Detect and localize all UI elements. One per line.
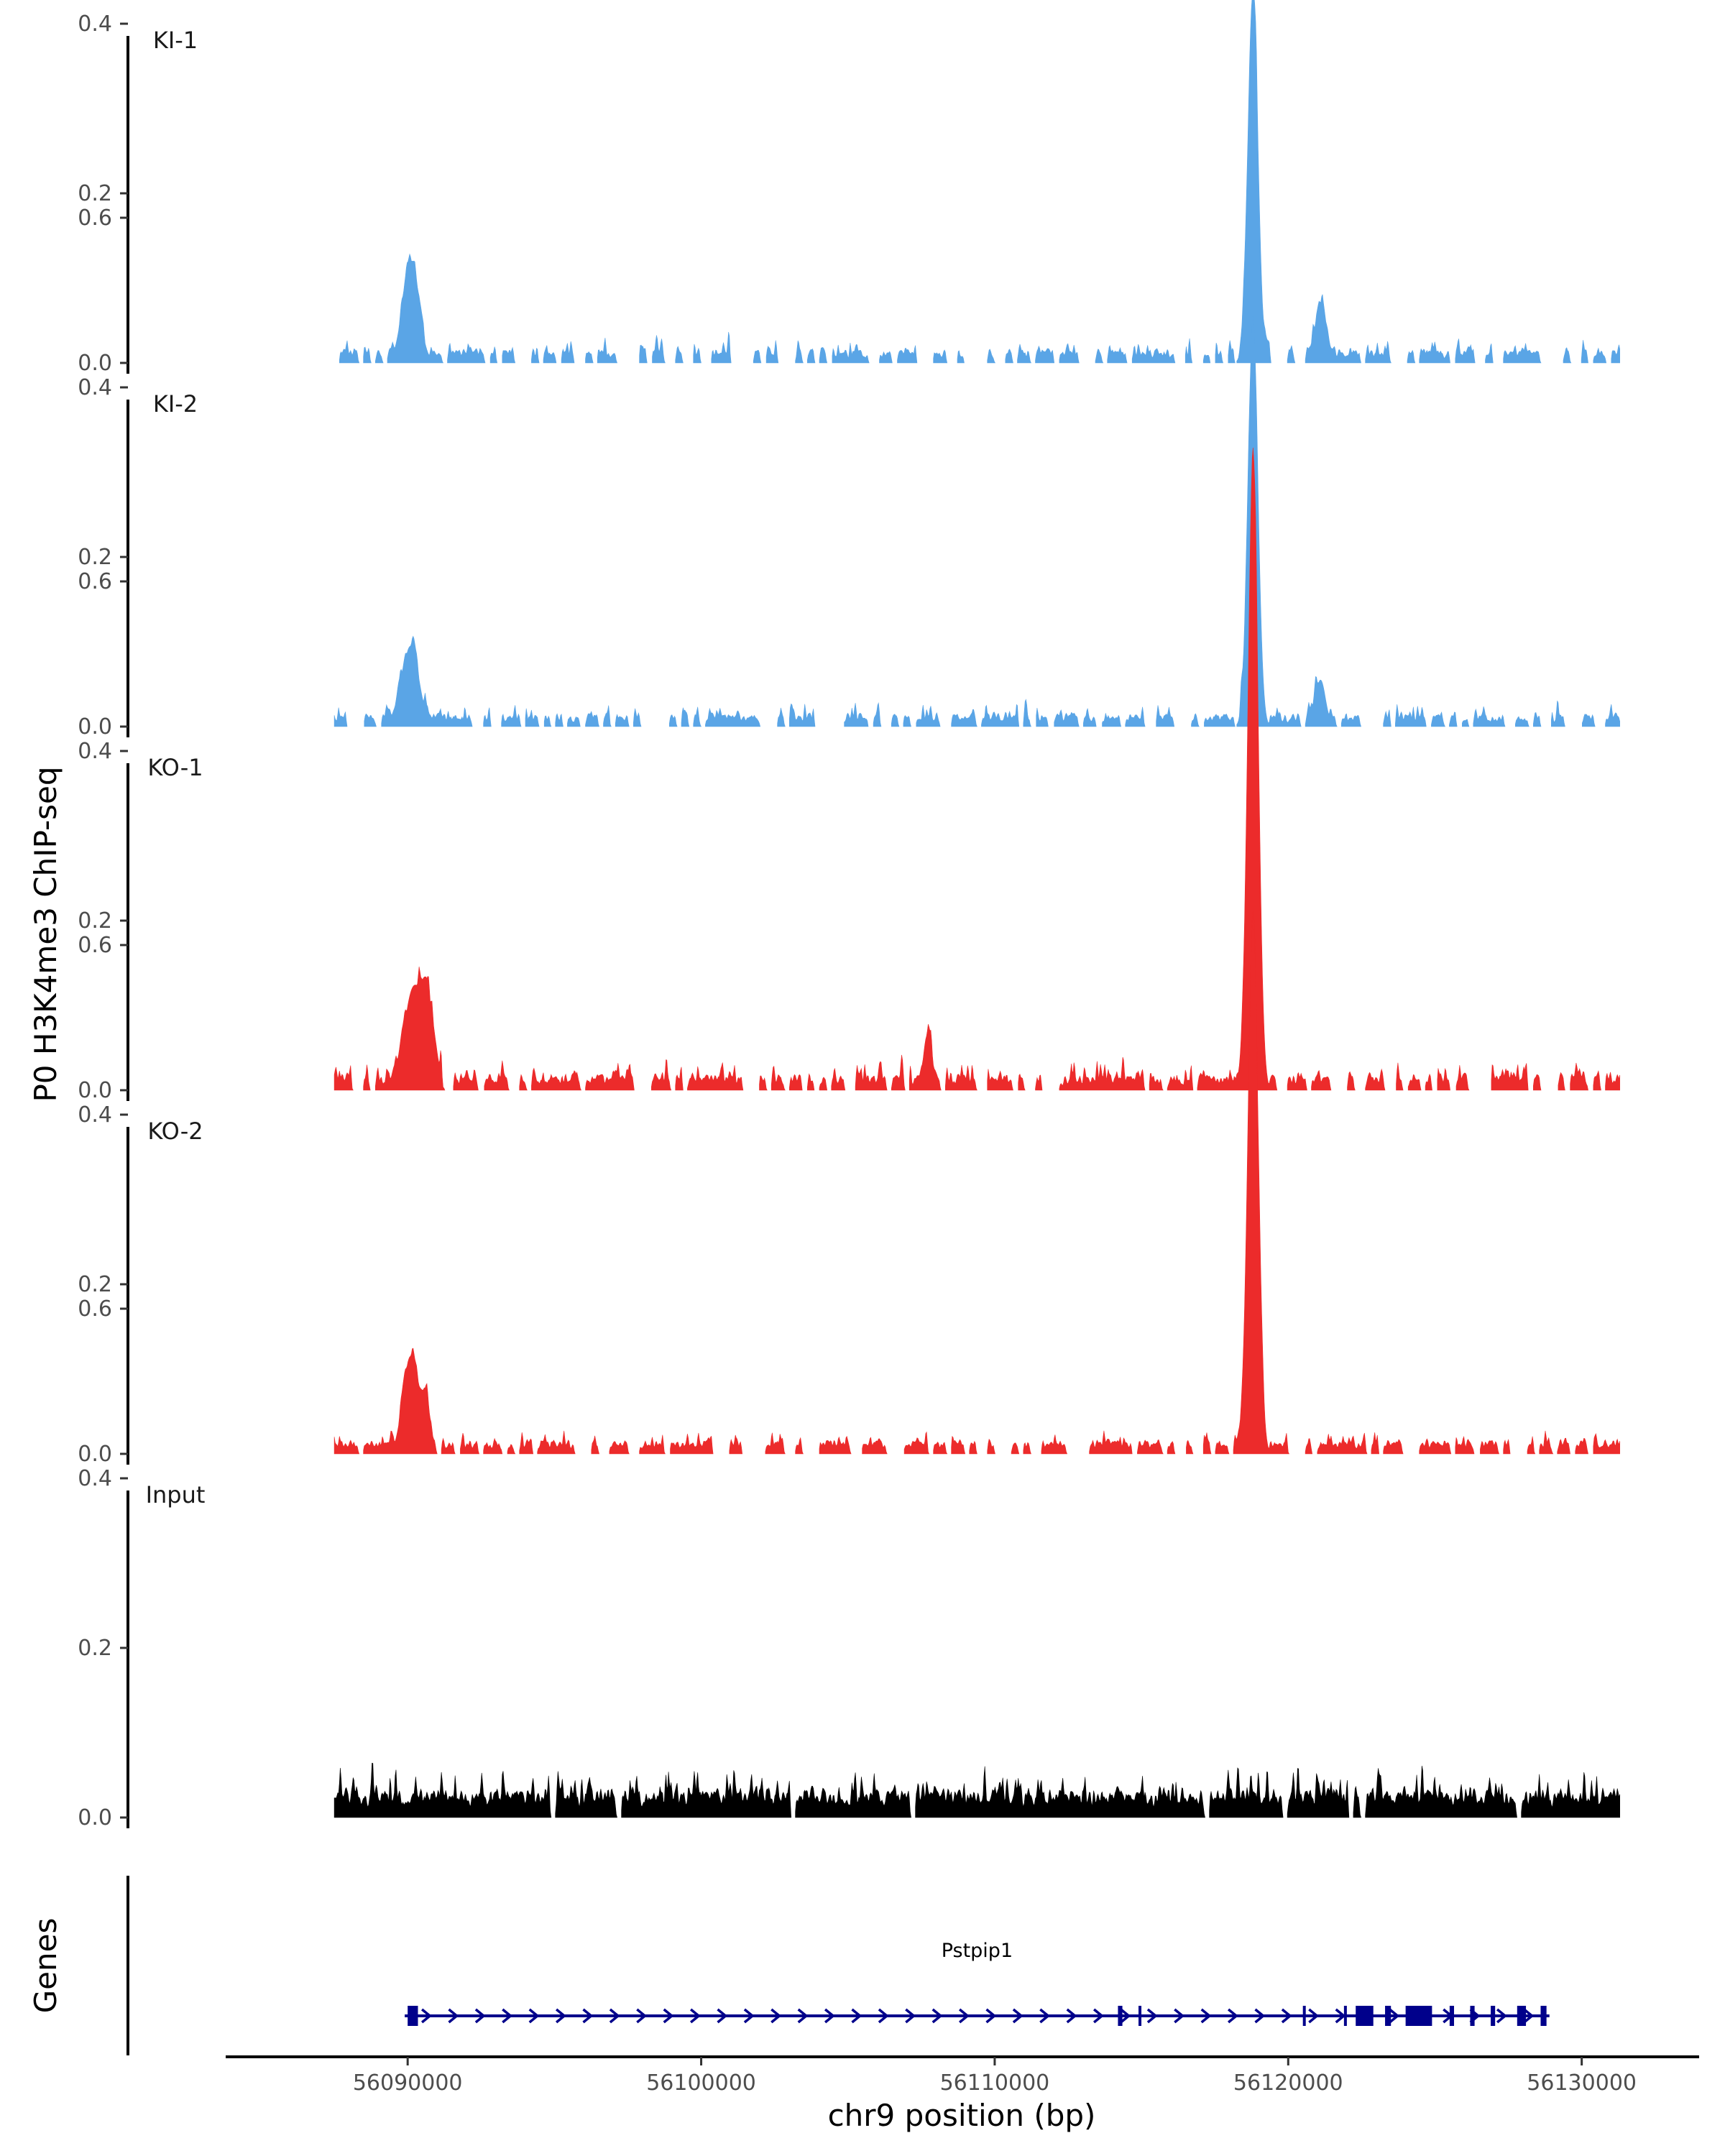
y-tick-label: 0.2 <box>78 908 112 934</box>
strand-arrow <box>609 2008 620 2024</box>
strand-arrow <box>958 2008 970 2024</box>
gene-track-title: Genes <box>28 1918 63 2014</box>
exon-block <box>1356 2006 1374 2026</box>
y-tick-label: 0.0 <box>78 1078 112 1103</box>
strand-arrow <box>663 2008 674 2024</box>
strand-arrow <box>878 2008 889 2024</box>
y-axis-title: P0 H3K4me3 ChIP-seq <box>28 766 63 1102</box>
x-tick-label: 56120000 <box>1233 2070 1343 2096</box>
strand-arrow <box>985 2008 997 2024</box>
track-panel-input: 0.0 0.2 0.4 0.6 Input <box>78 1296 1620 1830</box>
y-tick-label: 0.0 <box>78 351 112 376</box>
y-tick-label: 0.2 <box>78 1272 112 1297</box>
exon-block <box>1343 2006 1347 2026</box>
y-tick-label: 0.4 <box>78 11 112 37</box>
signal-area-ko-2 <box>334 911 1620 1455</box>
y-tick-label: 0.2 <box>78 545 112 570</box>
y-tick-label: 0.6 <box>78 206 112 231</box>
strand-arrow <box>1174 2008 1185 2024</box>
strand-arrow <box>528 2008 540 2024</box>
exon-block <box>408 2006 418 2026</box>
y-tick-label: 0.4 <box>78 1102 112 1128</box>
strand-arrow <box>797 2008 809 2024</box>
track-label: Input <box>146 1481 206 1508</box>
exon-block <box>1449 2006 1455 2026</box>
strand-arrow <box>555 2008 566 2024</box>
track-label: KI-1 <box>153 27 198 54</box>
strand-arrow <box>1227 2008 1238 2024</box>
strand-arrow <box>743 2008 755 2024</box>
y-tick-label: 0.0 <box>78 1442 112 1467</box>
strand-arrow <box>717 2008 728 2024</box>
strand-arrow <box>1092 2008 1104 2024</box>
track-panel-ki-2: 0.0 0.2 0.4 0.6 KI-2 <box>78 206 1620 740</box>
exon-block <box>1540 2006 1547 2026</box>
exon-block <box>1517 2006 1527 2026</box>
strand-arrow <box>1523 2008 1535 2024</box>
strand-arrow <box>1254 2008 1266 2024</box>
track-panel-ki-1: 0.0 0.2 0.4 0.6 KI-1 <box>78 0 1620 376</box>
strand-arrow <box>1146 2008 1158 2024</box>
strand-arrow <box>636 2008 648 2024</box>
x-tick-label: 56110000 <box>940 2070 1050 2096</box>
x-tick-label: 56100000 <box>646 2070 756 2096</box>
signal-area-ki-2 <box>334 315 1620 727</box>
exon-block <box>1405 2006 1432 2026</box>
x-axis: 56090000 56100000 56110000 56120000 56130000 <box>226 2055 1699 2096</box>
strand-arrow <box>474 2008 486 2024</box>
strand-arrow <box>1335 2008 1346 2024</box>
y-tick-label: 0.4 <box>78 1466 112 1491</box>
exon-block <box>1491 2006 1496 2026</box>
gene-annotation-track: Pstpip1 <box>126 1876 1550 2055</box>
strand-arrow <box>851 2008 862 2024</box>
gene-name-label: Pstpip1 <box>942 1940 1013 1962</box>
track-label: KI-2 <box>153 390 198 418</box>
strand-arrow <box>770 2008 782 2024</box>
x-axis-title: chr9 position (bp) <box>828 2098 1096 2133</box>
signal-tracks: 0.00.20.40.6KI-10.00.20.40.6KI-20.00.20.… <box>78 0 1620 1830</box>
strand-arrow <box>905 2008 916 2024</box>
strand-arrow <box>1120 2008 1131 2024</box>
signal-area-ki-1 <box>339 0 1620 364</box>
exon-block <box>1302 2006 1306 2026</box>
y-tick-label: 0.6 <box>78 569 112 594</box>
exon-block <box>1385 2006 1392 2026</box>
strand-arrow <box>1308 2008 1320 2024</box>
strand-arrow <box>1039 2008 1051 2024</box>
strand-arrow <box>1012 2008 1024 2024</box>
x-tick-label: 56130000 <box>1527 2070 1637 2096</box>
strand-arrow <box>1200 2008 1212 2024</box>
strand-arrow <box>582 2008 594 2024</box>
strand-arrow <box>1281 2008 1292 2024</box>
strand-arrow <box>1389 2008 1400 2024</box>
strand-arrow <box>448 2008 459 2024</box>
strand-arrow <box>1496 2008 1507 2024</box>
track-panel-ko-1: 0.0 0.2 0.4 0.6 KO-1 <box>78 447 1620 1103</box>
strand-arrow <box>420 2008 432 2024</box>
x-tick-label: 56090000 <box>353 2070 463 2096</box>
strand-arrow <box>824 2008 835 2024</box>
track-panel-ko-2: 0.0 0.2 0.4 0.6 KO-2 <box>78 911 1620 1467</box>
y-tick-label: 0.0 <box>78 1805 112 1830</box>
y-tick-label: 0.4 <box>78 739 112 764</box>
exon-block <box>1138 2006 1142 2026</box>
y-tick-label: 0.6 <box>78 1296 112 1322</box>
strand-arrow <box>1066 2008 1077 2024</box>
y-tick-label: 0.0 <box>78 714 112 740</box>
strand-arrow <box>932 2008 943 2024</box>
exon-block <box>1118 2006 1123 2026</box>
track-label: KO-1 <box>147 754 203 781</box>
y-tick-label: 0.2 <box>78 1636 112 1661</box>
y-tick-label: 0.2 <box>78 181 112 206</box>
signal-area-ko-1 <box>334 447 1620 1091</box>
strand-arrow <box>502 2008 513 2024</box>
y-tick-label: 0.4 <box>78 375 112 400</box>
y-tick-label: 0.6 <box>78 933 112 958</box>
strand-arrow <box>689 2008 701 2024</box>
track-label: KO-2 <box>147 1118 203 1145</box>
signal-area-input <box>334 1762 1620 1818</box>
exon-block <box>1470 2006 1475 2026</box>
